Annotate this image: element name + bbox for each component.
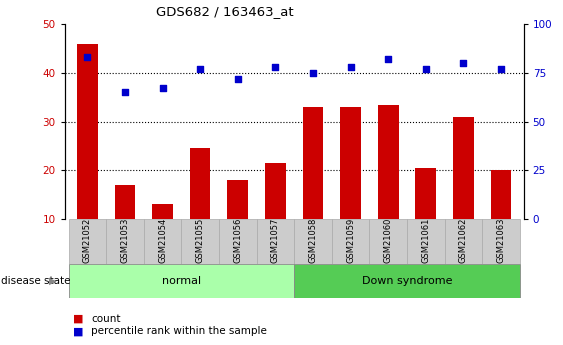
Bar [303, 107, 323, 268]
Point [384, 57, 393, 62]
Text: percentile rank within the sample: percentile rank within the sample [91, 326, 267, 336]
Text: ■: ■ [73, 326, 84, 336]
Bar [415, 168, 436, 268]
Bar [294, 219, 332, 264]
Bar [181, 219, 219, 264]
Bar [332, 219, 369, 264]
Point [233, 76, 242, 81]
Text: normal: normal [162, 276, 201, 286]
Bar [294, 264, 520, 298]
Text: GSM21054: GSM21054 [158, 218, 167, 263]
Text: disease state: disease state [1, 276, 70, 286]
Text: ▶: ▶ [49, 276, 56, 286]
Bar [115, 185, 135, 268]
Text: GSM21061: GSM21061 [421, 218, 430, 263]
Text: GSM21053: GSM21053 [120, 218, 129, 263]
Bar [265, 163, 285, 268]
Bar [491, 170, 511, 268]
Text: GDS682 / 163463_at: GDS682 / 163463_at [157, 5, 294, 18]
Text: GSM21052: GSM21052 [83, 218, 92, 263]
Text: ■: ■ [73, 314, 84, 324]
Bar [453, 117, 473, 268]
Point [346, 64, 355, 70]
Bar [407, 219, 445, 264]
Text: GSM21057: GSM21057 [271, 218, 280, 263]
Point [497, 66, 506, 72]
Bar [77, 44, 97, 268]
Bar [369, 219, 407, 264]
Point [195, 66, 204, 72]
Text: GSM21056: GSM21056 [233, 218, 242, 263]
Bar [144, 219, 181, 264]
Bar [340, 107, 361, 268]
Bar [69, 264, 294, 298]
Bar [219, 219, 257, 264]
Text: Down syndrome: Down syndrome [362, 276, 452, 286]
Point [120, 90, 129, 95]
Point [83, 55, 92, 60]
Bar [106, 219, 144, 264]
Bar [190, 148, 211, 268]
Bar [69, 219, 106, 264]
Text: GSM21059: GSM21059 [346, 218, 355, 263]
Bar [257, 219, 294, 264]
Bar [445, 219, 482, 264]
Point [421, 66, 430, 72]
Point [459, 60, 468, 66]
Text: GSM21058: GSM21058 [309, 218, 318, 263]
Text: count: count [91, 314, 120, 324]
Bar [152, 205, 173, 268]
Bar [227, 180, 248, 268]
Text: GSM21060: GSM21060 [384, 218, 393, 263]
Text: GSM21062: GSM21062 [459, 218, 468, 263]
Point [309, 70, 318, 76]
Text: GSM21055: GSM21055 [195, 218, 204, 263]
Point [271, 64, 280, 70]
Bar [482, 219, 520, 264]
Bar [378, 105, 399, 268]
Point [158, 86, 167, 91]
Text: GSM21063: GSM21063 [497, 218, 506, 263]
